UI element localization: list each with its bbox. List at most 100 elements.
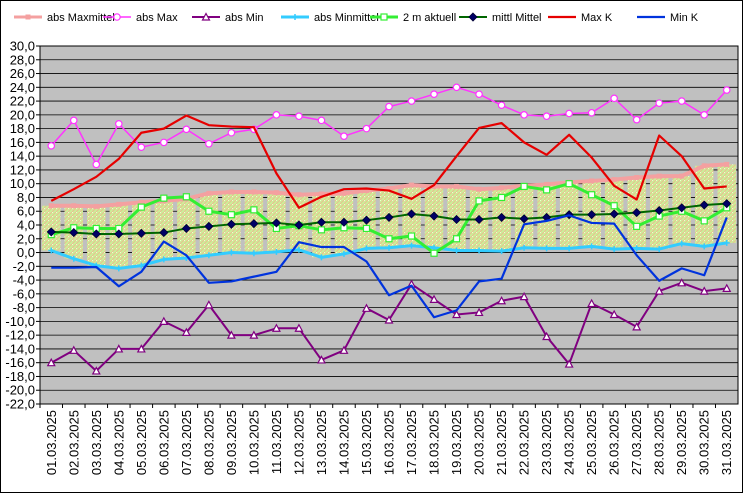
legend-marker xyxy=(25,14,31,20)
series-abs-minmittel xyxy=(48,239,730,272)
series-max-k xyxy=(50,114,727,209)
data-point xyxy=(226,219,236,229)
data-point xyxy=(295,112,303,121)
data-point xyxy=(385,102,393,111)
y-tick-label: 4,0 xyxy=(17,218,35,233)
x-tick-label: 28.03.2025 xyxy=(652,410,667,475)
data-point xyxy=(205,139,213,148)
data-point xyxy=(587,298,597,308)
data-point xyxy=(251,189,257,195)
data-point xyxy=(317,116,326,125)
legend-marker xyxy=(201,12,211,21)
data-point xyxy=(249,219,259,229)
data-point xyxy=(69,228,79,238)
data-point xyxy=(294,220,304,230)
data-point xyxy=(318,254,325,261)
data-point xyxy=(91,229,101,239)
data-point xyxy=(543,186,551,194)
y-tick-label: 20,0 xyxy=(10,107,35,122)
legend-marker xyxy=(292,14,298,20)
y-tick-label: -6,0 xyxy=(13,286,35,301)
data-point xyxy=(204,300,214,309)
y-tick-label: -16,0 xyxy=(5,355,35,370)
data-point xyxy=(498,248,505,255)
data-point xyxy=(362,224,371,233)
data-point xyxy=(632,322,642,331)
data-point xyxy=(431,183,437,189)
data-point xyxy=(205,207,213,215)
x-tick-label: 15.03.2025 xyxy=(359,410,374,475)
data-point xyxy=(611,177,617,183)
data-point xyxy=(474,307,484,317)
data-point xyxy=(46,357,56,367)
data-point xyxy=(654,205,664,216)
data-point xyxy=(362,124,371,133)
data-point xyxy=(182,125,191,134)
x-axis: 01.03.2025 02.03.2025 03.03.2025 04.03.2025… xyxy=(39,404,734,475)
legend-marker xyxy=(113,13,121,21)
data-point xyxy=(206,190,212,196)
data-point xyxy=(610,202,618,210)
data-point xyxy=(317,226,326,234)
data-point xyxy=(699,286,709,295)
data-point xyxy=(159,316,169,325)
x-tick-label: 23.03.2025 xyxy=(539,410,554,475)
x-tick-label: 25.03.2025 xyxy=(584,410,599,475)
data-point xyxy=(656,246,663,253)
data-point xyxy=(114,229,124,239)
series-line xyxy=(51,214,728,319)
x-tick-label: 01.03.2025 xyxy=(44,410,59,475)
x-tick-label: 24.03.2025 xyxy=(562,410,577,475)
data-point xyxy=(544,181,550,187)
data-point xyxy=(294,323,304,332)
data-point xyxy=(724,161,730,167)
data-point xyxy=(633,245,640,252)
data-point xyxy=(385,235,393,243)
data-point xyxy=(430,249,438,257)
data-point xyxy=(363,245,370,252)
data-point xyxy=(656,173,662,179)
x-tick-label: 11.03.2025 xyxy=(269,410,284,474)
x-tick-label: 03.03.2025 xyxy=(89,410,104,475)
data-point xyxy=(609,209,619,219)
data-point xyxy=(160,256,167,263)
x-tick-label: 14.03.2025 xyxy=(336,410,351,475)
data-point xyxy=(384,212,394,222)
data-point xyxy=(159,228,169,238)
data-point xyxy=(341,190,347,196)
data-point xyxy=(181,223,191,234)
data-point xyxy=(497,212,507,222)
data-point xyxy=(48,247,55,254)
data-point xyxy=(588,243,595,250)
legend: abs Maxmittel abs Max abs Min abs Minmittel… xyxy=(14,12,699,24)
data-point xyxy=(204,221,214,231)
x-tick-label: 10.03.2025 xyxy=(246,410,261,475)
plot-area xyxy=(39,45,739,405)
data-point xyxy=(521,244,528,251)
data-point xyxy=(47,142,56,150)
data-point xyxy=(723,239,730,246)
data-point xyxy=(700,217,708,225)
data-point xyxy=(363,188,369,194)
data-point xyxy=(519,214,529,224)
y-tick-label: 8,0 xyxy=(17,190,35,205)
x-tick-label: 07.03.2025 xyxy=(179,410,194,475)
data-point xyxy=(610,94,618,103)
data-point xyxy=(499,185,505,191)
data-point xyxy=(677,97,686,105)
data-point xyxy=(181,327,191,336)
data-point xyxy=(296,192,302,198)
data-point xyxy=(655,99,663,107)
data-point xyxy=(407,97,416,105)
x-tick-label: 17.03.2025 xyxy=(404,410,419,475)
data-point xyxy=(227,128,236,137)
data-point xyxy=(564,359,574,368)
y-tick-label: -8,0 xyxy=(13,300,35,315)
x-tick-label: 08.03.2025 xyxy=(201,410,216,475)
x-tick-label: 26.03.2025 xyxy=(607,410,622,475)
data-point xyxy=(722,199,732,209)
data-point xyxy=(543,245,550,252)
series-line xyxy=(50,114,727,209)
legend-marker xyxy=(468,12,478,22)
